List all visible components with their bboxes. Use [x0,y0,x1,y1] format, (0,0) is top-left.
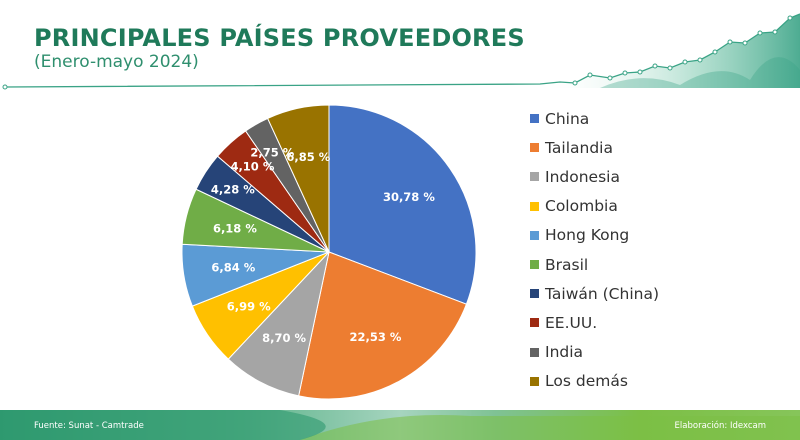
chart-legend: China Tailandia Indonesia Colombia Hong Kong… [530,104,659,396]
data-label-2: 8,70 % [262,331,306,345]
footer-source: Fuente: Sunat - Camtrade [34,421,144,431]
legend-swatch [530,114,539,124]
data-label-9: 6,85 % [286,150,330,164]
legend-label: Hong Kong [545,226,630,245]
page-title: PRINCIPALES PAÍSES PROVEEDORES [34,24,525,52]
pie-slice-9 [267,104,330,253]
data-label-3: 6,99 % [227,300,271,314]
data-label-1: 22,53 % [350,330,402,344]
data-label-6: 4,28 % [211,183,255,197]
header-decoration [2,13,800,90]
data-label-0: 30,78 % [383,190,435,204]
legend-label: Los demás [545,372,628,391]
legend-label: India [545,343,584,362]
decoration-wave [600,57,800,88]
legend-swatch [530,347,539,357]
legend-swatch [530,289,539,299]
legend-label: Indonesia [545,167,620,186]
pie-slice-1 [298,251,468,400]
legend-label: EE.UU. [545,313,598,332]
footer-bar: Fuente: Sunat - Camtrade Elaboración: Id… [0,410,800,440]
legend-item-2: Indonesia [530,162,659,191]
footer-wave [0,410,800,440]
legend-swatch [530,172,539,182]
legend-item-4: Hong Kong [530,221,659,250]
legend-swatch [530,201,539,211]
pie-slice-0 [328,104,477,305]
legend-item-7: EE.UU. [530,308,659,337]
decoration-area [540,14,800,88]
data-label-4: 6,84 % [211,261,255,275]
legend-item-8: India [530,338,659,367]
legend-label: Brasil [545,255,589,274]
legend-label: Taiwán (China) [545,284,660,303]
legend-item-5: Brasil [530,250,659,279]
data-label-7: 4,10 % [230,160,274,174]
legend-swatch [530,143,539,153]
legend-swatch [530,230,539,240]
data-label-5: 6,18 % [213,221,257,235]
legend-label: China [545,109,590,128]
legend-swatch [530,260,539,270]
legend-swatch [530,318,539,328]
legend-item-3: Colombia [530,192,659,221]
legend-label: Colombia [545,197,618,216]
data-label-8: 2,75 % [250,145,294,159]
legend-swatch [530,376,539,386]
pie-chart: 30,78 % 22,53 % 8,70 % 6,99 % 6,84 % 6,18 % 4,… [181,104,477,400]
footer-credit: Elaboración: Idexcam [674,421,766,431]
legend-item-0: China [530,104,659,133]
legend-item-6: Taiwán (China) [530,279,659,308]
legend-label: Tailandia [545,138,613,157]
legend-item-1: Tailandia [530,133,659,162]
legend-item-9: Los demás [530,367,659,396]
page-subtitle: (Enero-mayo 2024) [34,52,199,72]
